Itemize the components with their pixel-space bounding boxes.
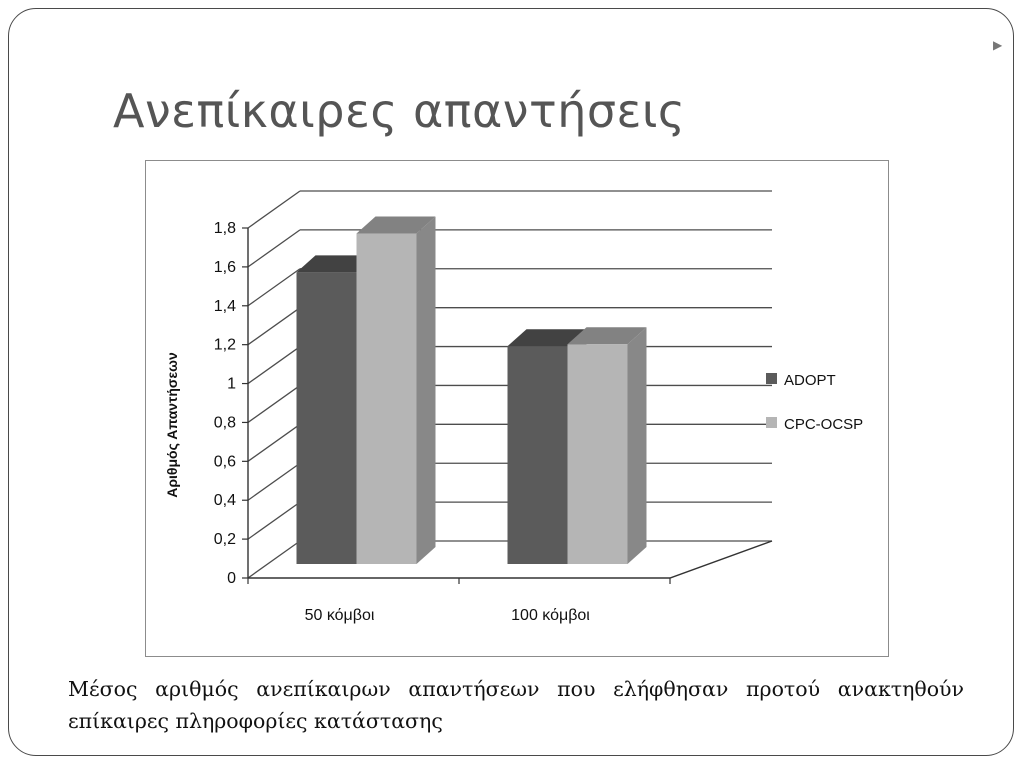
gridline-side — [247, 229, 301, 268]
y-tick-label: 0 — [227, 570, 236, 587]
bar-front-face — [567, 344, 628, 564]
legend-swatch — [766, 417, 777, 428]
bar-top-face — [296, 255, 376, 273]
x-tick-labels: 50 κόμβοι 100 κόμβοι — [305, 607, 591, 624]
y-tick-label: 1,4 — [214, 298, 236, 315]
bar-top-face — [507, 329, 587, 347]
bar-front-face — [356, 233, 417, 564]
gridline-side — [247, 501, 301, 540]
x-tick-label: 50 κόμβοι — [305, 607, 375, 624]
bars — [296, 216, 647, 564]
y-tick-labels: 0 0,2 0,4 0,6 0,8 1 1,2 1,4 1,6 1,8 — [214, 220, 236, 587]
gridline-side — [247, 384, 301, 423]
bar-top-face — [567, 327, 647, 345]
bar-chart: 0 0,2 0,4 0,6 0,8 1 1,2 1,4 1,6 1,8 50 κόμβοι 100 … — [145, 160, 889, 657]
bar-top-face — [356, 216, 436, 234]
y-axis-label: Αριθμός Απαντήσεων — [164, 352, 180, 498]
slide-frame — [8, 8, 1014, 756]
y-tick-label: 0,4 — [214, 492, 236, 509]
bar-front-face — [507, 346, 568, 564]
y-tick-label: 1,6 — [214, 259, 236, 276]
legend-label: CPC-OCSP — [784, 416, 863, 433]
bar-front-face — [296, 272, 357, 564]
gridline-side — [247, 423, 301, 462]
y-tick-label: 1,8 — [214, 220, 236, 237]
bar-cpc-ocsp-1 — [567, 327, 647, 564]
gridline-side — [247, 540, 301, 579]
slide-corner-triangle-icon: ▶ — [993, 38, 1003, 52]
gridline-side — [247, 462, 301, 501]
legend-label: ADOPT — [784, 372, 836, 389]
legend-item-cpc-ocsp: CPC-OCSP — [766, 416, 863, 433]
legend-item-adopt: ADOPT — [766, 372, 836, 389]
y-tick-label: 0,6 — [214, 453, 236, 470]
y-tick-label: 0,2 — [214, 531, 236, 548]
bar-side-face — [627, 327, 647, 564]
gridline-side — [247, 190, 301, 229]
y-tick-label: 1,2 — [214, 337, 236, 354]
gridline-side — [247, 268, 301, 307]
gridline-side — [247, 307, 301, 346]
slide-title: Ανεπίκαιρες απαντήσεις — [113, 84, 686, 138]
legend: ADOPT CPC-OCSP — [766, 372, 863, 433]
slide-caption: Μέσος αριθμός ανεπίκαιρων απαντήσεων που… — [68, 677, 964, 733]
y-tick-label: 0,8 — [214, 414, 236, 431]
chart-container: 0 0,2 0,4 0,6 0,8 1 1,2 1,4 1,6 1,8 50 κόμβοι 100 … — [145, 160, 889, 657]
chart-border — [145, 160, 889, 657]
legend-swatch — [766, 373, 777, 384]
bar-side-face — [416, 216, 436, 564]
gridline-side — [247, 346, 301, 385]
y-tick-label: 1 — [227, 376, 236, 393]
axes — [242, 227, 773, 584]
bar-cpc-ocsp-0 — [356, 216, 436, 564]
x-tick-label: 100 κόμβοι — [511, 607, 590, 624]
